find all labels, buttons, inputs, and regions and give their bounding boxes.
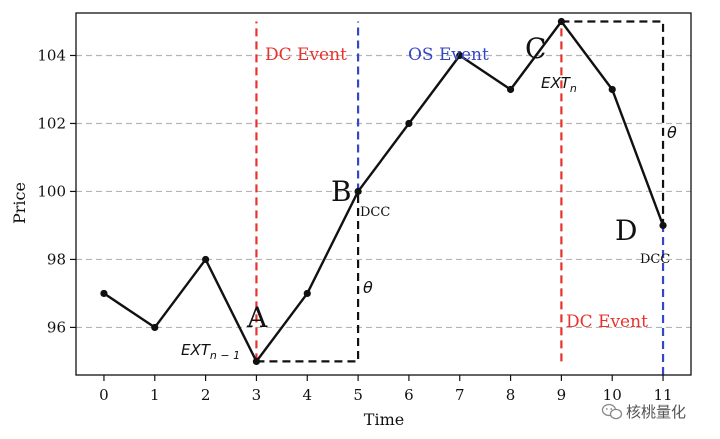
y-tick-label-100: 100 — [37, 182, 66, 200]
point-label-a: A — [246, 301, 268, 334]
x-tick-label-10: 10 — [603, 386, 622, 404]
price-point-9 — [557, 17, 565, 26]
ticks: 0 1 2 3 4 5 6 7 8 9 10 11 96 98 100 102 104 — [37, 46, 672, 404]
os-event-label: OS Event — [408, 45, 489, 65]
price-point-10 — [608, 85, 616, 94]
y-tick-label-98: 98 — [47, 250, 66, 268]
watermark-text: 核桃量化 — [626, 403, 686, 421]
y-tick-label-104: 104 — [37, 46, 66, 64]
ext-curr-label: EXTn — [541, 74, 577, 95]
x-tick-label-6: 6 — [404, 386, 414, 404]
y-tick-label-96: 96 — [47, 318, 66, 336]
x-tick-label-9: 9 — [557, 386, 567, 404]
dcc-label-d: DCC — [640, 252, 670, 267]
x-tick-label-4: 4 — [302, 386, 312, 404]
point-label-c: C — [525, 32, 546, 65]
watermark: 核桃量化 — [601, 403, 686, 421]
x-tick-label-3: 3 — [252, 386, 262, 404]
theta-label-1: θ — [363, 278, 373, 297]
theta-box-up — [256, 191, 360, 363]
wechat-icon — [601, 403, 623, 420]
x-axis-label: Time — [364, 410, 404, 429]
price-point-1 — [151, 323, 159, 332]
x-tick-label-11: 11 — [653, 386, 672, 404]
x-tick-label-7: 7 — [455, 386, 465, 404]
event-guides — [255, 20, 665, 375]
x-tick-label-2: 2 — [201, 386, 211, 404]
plot-frame — [75, 12, 692, 376]
price-point-8 — [506, 85, 515, 94]
x-tick-label-8: 8 — [506, 386, 516, 404]
point-label-d: D — [615, 214, 637, 247]
price-point-2 — [202, 255, 210, 264]
grid — [76, 54, 691, 329]
x-tick-label-0: 0 — [99, 386, 109, 404]
ext-prev-label: EXTn − 1 — [181, 341, 240, 362]
price-point-3 — [252, 357, 261, 366]
dc-event-label-1: DC Event — [265, 45, 347, 65]
y-axis-label: Price — [10, 182, 29, 224]
x-tick-label-1: 1 — [150, 386, 160, 404]
price-point-0 — [100, 289, 108, 298]
price-point-5 — [354, 187, 362, 196]
x-tick-label-5: 5 — [353, 386, 363, 404]
price-point-4 — [303, 289, 311, 298]
price-point-6 — [405, 119, 413, 128]
theta-box-down — [561, 20, 665, 226]
dc-event-label-2: DC Event — [566, 312, 648, 332]
price-point-11 — [659, 221, 667, 230]
price-line — [103, 20, 665, 363]
y-tick-label-102: 102 — [37, 114, 66, 132]
axes — [75, 12, 692, 376]
point-label-b: B — [331, 175, 352, 208]
theta-label-2: θ — [667, 123, 677, 142]
dcc-label-b: DCC — [360, 205, 390, 220]
price-point-7 — [456, 51, 464, 60]
price-series — [100, 17, 667, 366]
